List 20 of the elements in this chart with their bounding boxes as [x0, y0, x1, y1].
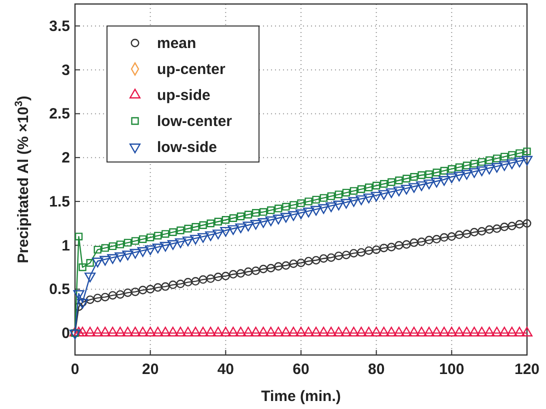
x-tick-label: 80	[368, 361, 385, 378]
y-tick-label: 1	[62, 237, 70, 254]
x-axis-title: Time (min.)	[261, 388, 341, 405]
x-tick-label: 40	[217, 361, 234, 378]
x-tick-label: 100	[439, 361, 464, 378]
y-tick-label: 3.5	[49, 18, 70, 35]
legend-label: up-center	[157, 61, 226, 78]
y-tick-label: 1.5	[49, 193, 70, 210]
legend-label: mean	[157, 35, 196, 52]
x-tick-label: 20	[142, 361, 159, 378]
legend-label: up-side	[157, 87, 210, 104]
y-tick-label: 0	[62, 325, 70, 342]
x-tick-label: 120	[514, 361, 540, 378]
x-tick-label: 60	[292, 361, 310, 378]
y-tick-label: 2.5	[49, 106, 70, 123]
y-tick-label: 2	[62, 150, 70, 167]
legend-label: low-center	[157, 113, 232, 130]
y-tick-label: 3	[62, 62, 70, 79]
legend-label: low-side	[157, 139, 218, 156]
y-tick-label: 0.5	[49, 281, 70, 298]
